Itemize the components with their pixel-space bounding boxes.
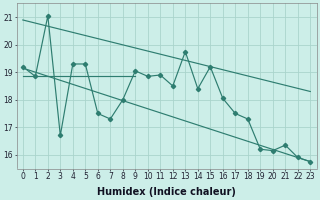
X-axis label: Humidex (Indice chaleur): Humidex (Indice chaleur)	[97, 187, 236, 197]
